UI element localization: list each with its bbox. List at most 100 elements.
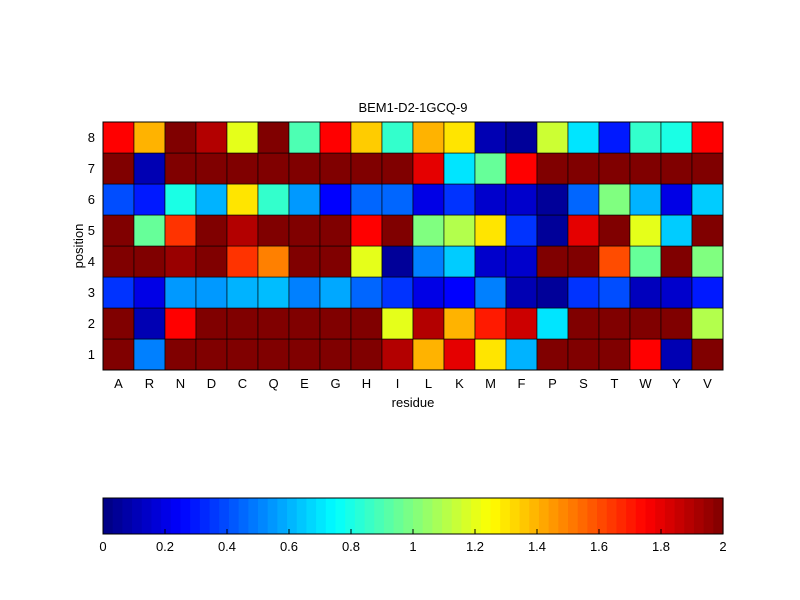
heatmap-cell-4-W: [629, 245, 662, 278]
colorbar-segment: [170, 498, 182, 534]
x-tick-Y: Y: [672, 376, 681, 391]
y-axis-label: position: [71, 224, 86, 269]
colorbar-tick-labels: 0 0.2 0.4 0.6 0.8 1 1.2 1.4 1.6 1.8 2: [99, 529, 727, 554]
colorbar-segment: [132, 498, 143, 534]
heatmap-cell-3-S: [567, 276, 600, 309]
heatmap-cell-2-R: [133, 307, 166, 340]
y-tick-5: 5: [88, 223, 95, 238]
heatmap-cell-3-V: [691, 276, 724, 309]
colorbar-tick-0: 0: [99, 539, 106, 554]
heatmap-cell-3-A: [102, 276, 135, 309]
heatmap-cell-4-R: [133, 245, 166, 278]
colorbar-segment: [461, 498, 472, 534]
heatmap-cell-2-S: [567, 307, 600, 340]
heatmap-cell-3-H: [350, 276, 383, 309]
colorbar-tick-1: 1: [409, 539, 416, 554]
heatmap-cell-7-Y: [660, 152, 693, 185]
x-tick-P: P: [548, 376, 557, 391]
heatmap-cell-6-I: [381, 183, 414, 216]
heatmap-cell-5-H: [350, 214, 383, 247]
x-tick-F: F: [518, 376, 526, 391]
colorbar-segment: [626, 498, 637, 534]
colorbar-segment: [577, 498, 588, 534]
x-tick-R: R: [145, 376, 154, 391]
colorbar-segment: [238, 498, 249, 534]
heatmap-cell-4-Q: [257, 245, 290, 278]
colorbar-segment: [403, 498, 414, 534]
heatmap-cell-2-I: [381, 307, 414, 340]
y-tick-2: 2: [88, 316, 95, 331]
heatmap-cell-3-G: [319, 276, 352, 309]
heatmap-cell-8-W: [629, 121, 662, 154]
x-tick-C: C: [238, 376, 247, 391]
heatmap-cell-7-E: [288, 152, 321, 185]
heatmap-cell-1-G: [319, 338, 352, 371]
colorbar-segment: [480, 498, 492, 534]
colorbar-segment: [635, 498, 647, 534]
x-tick-I: I: [396, 376, 400, 391]
heatmap-cell-5-Y: [660, 214, 693, 247]
colorbar-segment: [161, 498, 172, 534]
heatmap-cell-6-V: [691, 183, 724, 216]
colorbar-segment: [209, 498, 220, 534]
heatmap-cell-3-W: [629, 276, 662, 309]
heatmap-cell-4-E: [288, 245, 321, 278]
heatmap-cell-5-T: [598, 214, 631, 247]
heatmap-cell-7-L: [412, 152, 445, 185]
colorbar-tick-1.8: 1.8: [652, 539, 670, 554]
colorbar-tick-1.2: 1.2: [466, 539, 484, 554]
heatmap-cell-2-A: [102, 307, 135, 340]
heatmap-cell-2-P: [536, 307, 569, 340]
x-tick-D: D: [207, 376, 216, 391]
heatmap-cell-1-Q: [257, 338, 290, 371]
heatmap-cell-7-N: [164, 152, 197, 185]
heatmap-cell-2-F: [505, 307, 538, 340]
heatmap-cell-2-L: [412, 307, 445, 340]
x-tick-V: V: [703, 376, 712, 391]
heatmap-cell-5-M: [474, 214, 507, 247]
colorbar-segment: [538, 498, 550, 534]
colorbar-tick-0.8: 0.8: [342, 539, 360, 554]
colorbar-segment: [267, 498, 278, 534]
heatmap-cell-3-C: [226, 276, 259, 309]
colorbar-segment: [616, 498, 627, 534]
heatmap-cell-2-N: [164, 307, 197, 340]
x-tick-M: M: [485, 376, 496, 391]
heatmap-cell-6-C: [226, 183, 259, 216]
heatmap-cell-6-T: [598, 183, 631, 216]
heatmap-cell-6-R: [133, 183, 166, 216]
colorbar-segment: [345, 498, 356, 534]
colorbar-segment: [151, 498, 162, 534]
x-tick-W: W: [639, 376, 652, 391]
colorbar-segment: [277, 498, 288, 534]
heatmap-cell-5-Q: [257, 214, 290, 247]
x-tick-G: G: [330, 376, 340, 391]
heatmap-cell-6-L: [412, 183, 445, 216]
heatmap-cell-8-R: [133, 121, 166, 154]
heatmap-cell-1-I: [381, 338, 414, 371]
heatmap-cell-1-V: [691, 338, 724, 371]
heatmap-cell-7-F: [505, 152, 538, 185]
heatmap-cell-2-E: [288, 307, 321, 340]
heatmap-cell-5-R: [133, 214, 166, 247]
heatmap-cells: [102, 121, 724, 371]
heatmap-cell-8-Q: [257, 121, 290, 154]
heatmap-cell-6-N: [164, 183, 197, 216]
heatmap-cell-6-Y: [660, 183, 693, 216]
heatmap-cell-8-D: [195, 121, 228, 154]
colorbar-tick-1.6: 1.6: [590, 539, 608, 554]
colorbar-segment: [393, 498, 404, 534]
heatmap-cell-7-P: [536, 152, 569, 185]
heatmap-cell-6-D: [195, 183, 228, 216]
heatmap-cell-2-G: [319, 307, 352, 340]
x-tick-L: L: [425, 376, 432, 391]
heatmap-cell-5-L: [412, 214, 445, 247]
heatmap-cell-6-E: [288, 183, 321, 216]
heatmap-cell-7-H: [350, 152, 383, 185]
heatmap-cell-3-E: [288, 276, 321, 309]
heatmap-cell-1-H: [350, 338, 383, 371]
heatmap-cell-8-V: [691, 121, 724, 154]
heatmap-cell-1-E: [288, 338, 321, 371]
